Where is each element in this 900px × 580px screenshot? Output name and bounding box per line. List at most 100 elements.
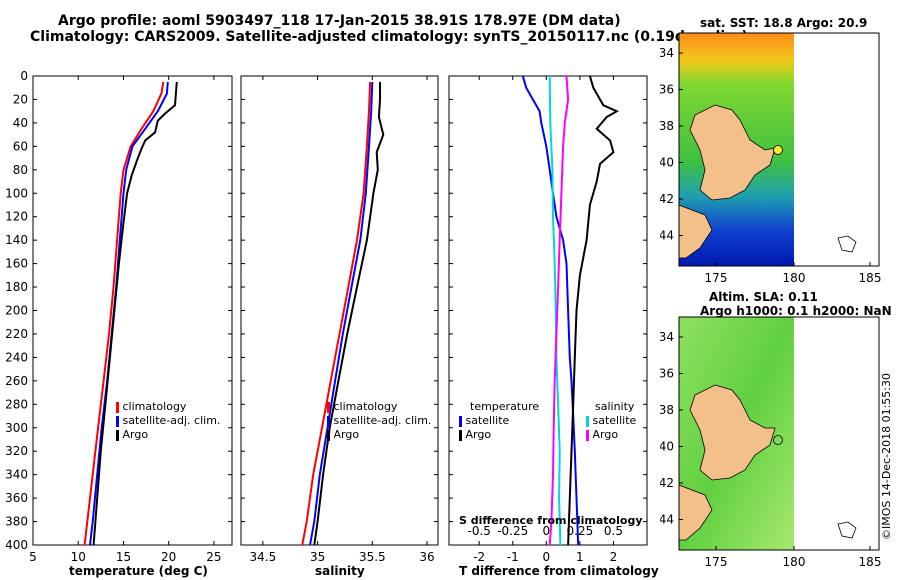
x-tick-label-0-25: 25 [206,550,221,564]
series-line-2-1 [567,75,620,546]
sst-maps: -34 -36 -38 -40 -42 -44 175 180 185 -34 -36 -38 -40 -… [660,32,881,569]
chatham-island-shape-2 [837,521,857,539]
x-tick-label-0-10: 10 [71,550,86,564]
imos-credit: ©IMOS 14-Dec-2018 01:55:30 [880,373,893,540]
chatham-island-shape [837,235,857,253]
map-bottom-ytick-label-3: -40 [660,440,674,454]
map-bottom-ytick-label-1: -36 [660,367,674,381]
legend-swatch-black [116,429,119,441]
title-line-1: Argo profile: aoml 5903497_118 17-Jan-20… [58,13,621,29]
x-top-tick-label-2: 0 [543,524,551,538]
map-bottom-ytick-label-5: -44 [660,513,674,527]
map-bottom-ytick-label-2: -38 [660,403,674,417]
map-bottom-ytick-label-4: -42 [660,476,674,490]
x-tick-label-2--1: -1 [507,550,519,564]
legend-item-climatology: climatology [116,400,186,413]
legend-item-argo: Argo [116,428,148,441]
map-bottom-frame [678,316,880,551]
y-tick-label-40: 40 [13,116,28,130]
y-tick-label-220: 220 [5,327,28,341]
profile-panels: 0204060801001201401601802002202402602803… [5,69,648,564]
y-tick-label-380: 380 [5,515,28,529]
legend-swatch-blue-2 [327,415,330,427]
x-top-tick-label-3: 0.25 [567,524,594,538]
series-line-0-0 [83,81,165,546]
legend-swatch-s-argo [586,429,589,441]
argo-position-marker-2 [773,435,783,445]
x-tick-label-1-36: 36 [419,550,434,564]
legend-label-t-argo: Argo [465,428,492,441]
legend-item-t-argo: Argo [459,428,491,441]
series-line-1-1 [309,81,374,546]
legend-swatch-black-2 [327,429,330,441]
legend-title-salinity: salinity [595,400,635,413]
x-top-tick-label-4: 0.5 [604,524,623,538]
series-line-1-0 [301,81,372,546]
y-tick-label-80: 80 [13,163,28,177]
legend-swatch-red-2 [327,401,330,413]
map-top-xtick-label-0: 175 [705,271,728,285]
map-bottom-xtick-label-0: 175 [705,555,728,569]
map-bottom-ytick-label-0: -34 [660,330,674,344]
argo-position-marker [773,145,783,155]
series-line-0-2 [92,81,178,546]
map-top-ytick-label-0: -34 [660,46,674,60]
y-tick-label-120: 120 [5,210,28,224]
y-tick-label-100: 100 [5,186,28,200]
series-line-2-2 [548,75,562,546]
legend-label-satellite: satellite-adj. clim. [122,414,221,427]
legend-label-s-satellite: satellite [592,414,637,427]
y-tick-label-20: 20 [13,92,28,106]
map-top-frame [678,32,880,267]
x-tick-label-1-35.5: 35.5 [359,550,386,564]
y-tick-label-360: 360 [5,491,28,505]
y-tick-label-160: 160 [5,257,28,271]
y-tick-label-60: 60 [13,139,28,153]
y-tick-label-260: 260 [5,374,28,388]
y-tick-label-200: 200 [5,304,28,318]
x-tick-label-2-0: 0 [543,550,551,564]
map-top-ytick-label-5: -44 [660,229,674,243]
legend-swatch-t-sat [459,415,462,427]
legend-swatch-red [116,401,119,413]
x-tick-label-0-15: 15 [116,550,131,564]
legend-swatch-blue [116,415,119,427]
legend-item-s-argo: Argo [586,428,618,441]
x-tick-label-2-1: 1 [576,550,584,564]
xlabel-salinity: salinity [315,564,365,578]
y-tick-label-300: 300 [5,421,28,435]
map-top-xtick-label-1: 180 [783,271,806,285]
x-top-tick-label-0: -0.5 [467,524,490,538]
legend-label-s-argo: Argo [592,428,619,441]
x-tick-label-1-35: 35 [310,550,325,564]
y-tick-label-340: 340 [5,468,28,482]
title-line-2: Climatology: CARS2009. Satellite-adjuste… [30,29,748,45]
s-diff-label: S difference from climatology [459,514,643,527]
legend-item-satellite: satellite-adj. clim. [116,414,220,427]
y-tick-label-240: 240 [5,350,28,364]
x-tick-label-0-20: 20 [161,550,176,564]
legend-label-t-satellite: satellite [465,414,510,427]
map-top-ytick-label-3: -40 [660,156,674,170]
legend-item-satellite-2: satellite-adj. clim. [327,414,431,427]
legend-swatch-s-sat [586,415,589,427]
legend-label-satellite-2: satellite-adj. clim. [333,414,432,427]
x-tick-label-0-5: 5 [29,550,37,564]
panel-frame-1 [240,75,439,546]
legend-label-climatology: climatology [122,400,187,413]
legend-item-climatology-2: climatology [327,400,397,413]
series-line-0-1 [89,81,169,546]
legend-item-s-satellite: satellite [586,414,636,427]
map-bottom-title-2: Argo h1000: 0.1 h2000: NaN [700,304,892,318]
map-top-ytick-label-4: -42 [660,192,674,206]
map-bottom-title-1: Altim. SLA: 0.11 [709,290,818,304]
x-top-tick-label-1: -0.25 [497,524,528,538]
panel-frame-2 [448,75,648,546]
x-tick-label-2-2: 2 [610,550,618,564]
north-island-shape [689,104,776,201]
map-top-ytick-label-1: -36 [660,83,674,97]
panel-frame-0 [32,75,233,546]
y-tick-label-280: 280 [5,397,28,411]
legend-label-climatology-2: climatology [333,400,398,413]
series-line-2-3 [548,75,570,546]
